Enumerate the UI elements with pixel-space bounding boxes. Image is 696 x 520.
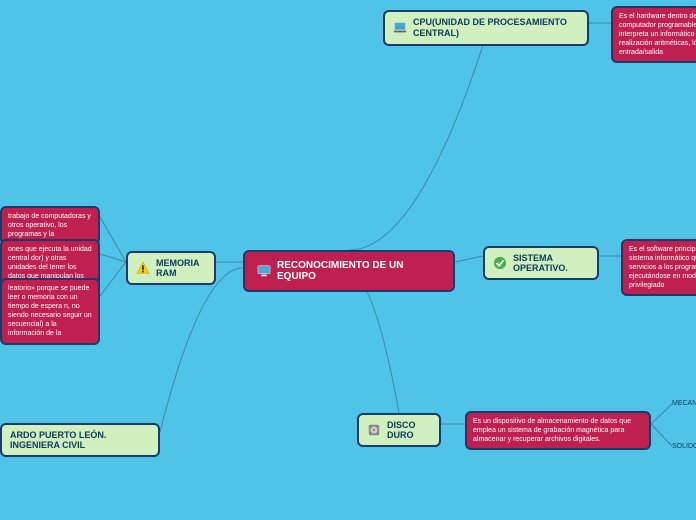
- check-icon: [493, 256, 507, 270]
- cpu-node[interactable]: CPU(UNIDAD DE PROCESAMIENTO CENTRAL): [383, 10, 589, 46]
- ram-desc1-text: trabajo de computadoras y otros operativ…: [8, 212, 92, 239]
- cpu-desc-node: Es el hardware dentro de un computador p…: [611, 6, 696, 63]
- ram-label: MEMORIA RAM: [156, 258, 206, 278]
- so-node[interactable]: SISTEMA OPERATIVO.: [483, 246, 599, 280]
- so-desc-node: Es el software principal de un sistema i…: [621, 239, 696, 296]
- ram-desc2-text: ones que ejecuta la unidad central dor) …: [8, 245, 92, 281]
- disco-node[interactable]: DISCO DURO: [357, 413, 441, 447]
- mecanico-label: MECANICO: [672, 400, 696, 407]
- cpu-desc-text: Es el hardware dentro de un computador p…: [619, 12, 696, 57]
- monitor-icon: [257, 264, 271, 278]
- laptop-icon: [393, 21, 407, 35]
- ram-node[interactable]: MEMORIA RAM: [126, 251, 216, 285]
- warning-icon: [136, 261, 150, 275]
- so-desc-text: Es el software principal de un sistema i…: [629, 245, 696, 290]
- disk-icon: [367, 423, 381, 437]
- center-node[interactable]: RECONOCIMIENTO DE UN EQUIPO: [243, 250, 455, 292]
- solido-label: SOLIDO: [672, 443, 696, 450]
- footer-node: ARDO PUERTO LEÓN. INGENIERA CIVIL: [0, 423, 160, 457]
- cpu-label: CPU(UNIDAD DE PROCESAMIENTO CENTRAL): [413, 17, 579, 39]
- so-label: SISTEMA OPERATIVO.: [513, 253, 589, 273]
- disco-desc-node: Es un dispositivo de almacenamiento de d…: [465, 411, 651, 450]
- center-label: RECONOCIMIENTO DE UN EQUIPO: [277, 260, 441, 282]
- ram-desc3-text: leatorio» porque se puede leer o memoria…: [8, 284, 92, 339]
- disco-desc-text: Es un dispositivo de almacenamiento de d…: [473, 417, 643, 444]
- footer-text: ARDO PUERTO LEÓN. INGENIERA CIVIL: [10, 430, 150, 450]
- ram-desc3-node: leatorio» porque se puede leer o memoria…: [0, 278, 100, 345]
- disco-label: DISCO DURO: [387, 420, 431, 440]
